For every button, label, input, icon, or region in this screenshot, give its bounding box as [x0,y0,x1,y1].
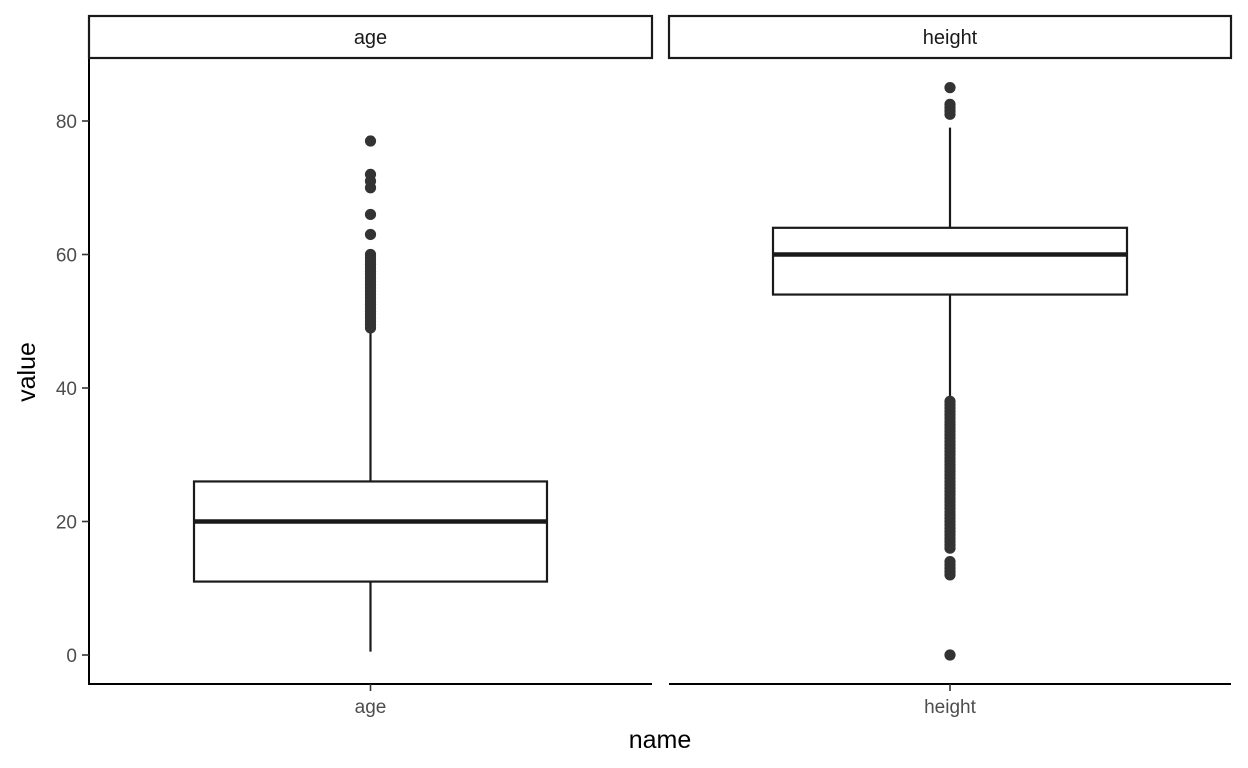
x-axis-title: name [629,726,692,754]
boxplot-panel-height [771,82,1129,661]
y-tick-label-20: 20 [56,513,77,534]
outlier-point-height [944,98,956,110]
y-tick-label-40: 40 [56,379,77,400]
x-tick-label-height: height [924,697,976,718]
facet-strip-label-height: height [923,27,978,49]
outlier-point-height [944,555,956,568]
iqr-box-height [771,226,1129,296]
y-tick-label-80: 80 [56,112,77,133]
y-axis-title: value [13,342,41,402]
outlier-point-age [364,208,377,221]
outlier-point-height [944,395,956,407]
outlier-point-age [364,168,377,180]
x-tick-label-age: age [355,697,387,718]
y-tick-label-60: 60 [56,246,77,267]
outlier-point-height [944,649,956,661]
facet-strip-age: age [87,14,654,60]
y-axis-ticks: 0 20 40 60 80 [56,112,89,667]
outlier-point-age [364,248,377,261]
outlier-point-age [364,135,377,147]
outlier-point-height [944,82,956,94]
iqr-box-age [192,480,549,583]
boxplot-panel-age [192,135,549,652]
facet-strip-height: height [667,14,1233,60]
outlier-point-age [364,228,377,241]
facet-strip-label-age: age [354,27,387,49]
y-tick-label-0: 0 [66,646,77,667]
